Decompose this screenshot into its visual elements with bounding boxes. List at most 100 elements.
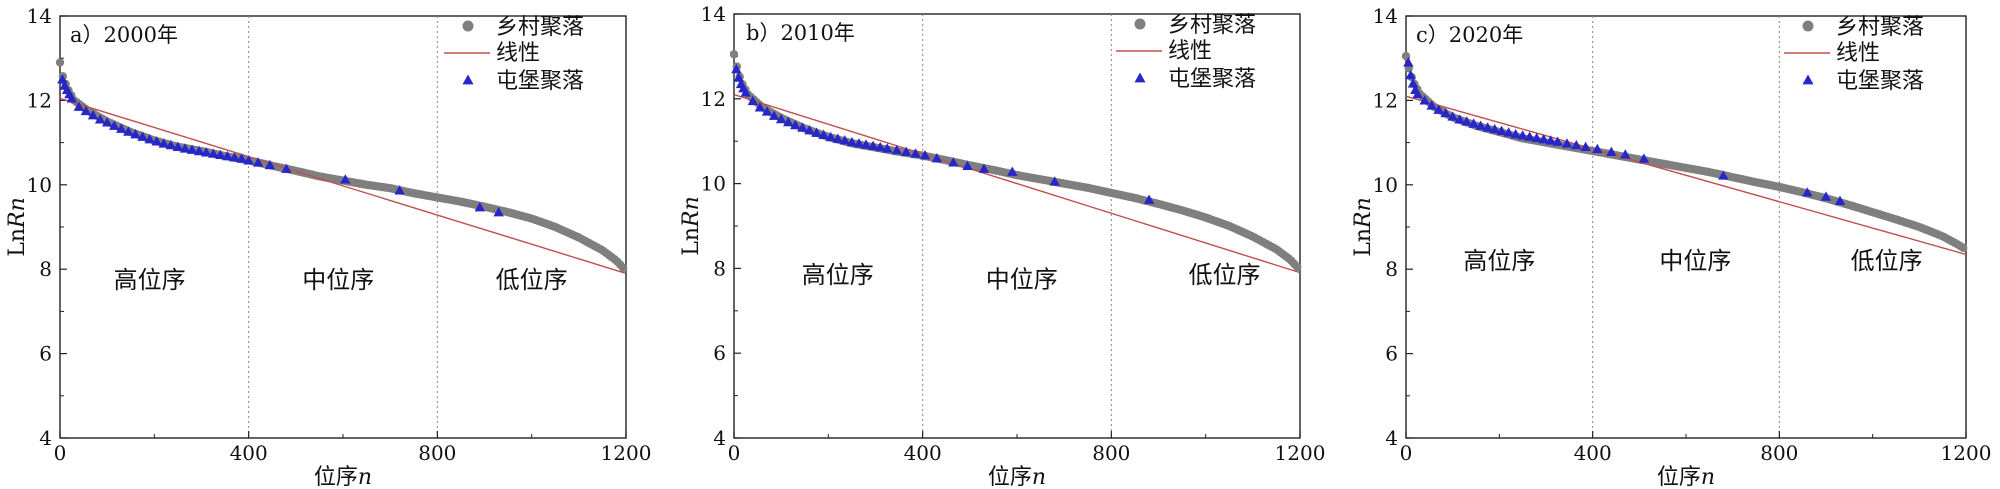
tunbao-point <box>919 149 931 160</box>
region-label: 中位序 <box>302 266 374 294</box>
tunbao-point <box>158 138 169 148</box>
tunbao-point <box>761 106 773 116</box>
x-tick-label: 0 <box>54 441 67 465</box>
tunbao-point <box>775 113 787 124</box>
region-label: 高位序 <box>802 261 874 289</box>
series-tunbao <box>1403 57 1846 205</box>
tunbao-point <box>1552 136 1563 146</box>
legend-label-linear: 线性 <box>1836 41 1880 66</box>
legend-label-linear: 线性 <box>496 41 540 66</box>
tunbao-point <box>1405 69 1416 80</box>
tunbao-point <box>165 139 177 150</box>
tunbao-point <box>493 207 504 217</box>
tunbao-point <box>1447 111 1458 121</box>
tunbao-point <box>1454 114 1465 124</box>
legend-label-village: 乡村聚落 <box>496 15 584 40</box>
tunbao-point <box>1580 141 1591 151</box>
tunbao-point <box>236 153 247 163</box>
tunbao-point <box>1510 128 1521 139</box>
legend-circle-icon <box>462 20 474 32</box>
y-axis-label: LnRn <box>1351 197 1376 257</box>
tunbao-point <box>130 128 141 139</box>
tunbao-point <box>846 136 858 147</box>
tunbao-point <box>252 157 264 167</box>
legend-triangle-icon <box>462 74 474 85</box>
chart-panel-3: 0 400 800 1200 4 6 8 10 12 14 位序n LnRn 高位序 中位序 低位序 c）20… <box>1351 4 1991 489</box>
y-tick-label: 4 <box>713 426 726 450</box>
region-label: 低位序 <box>1189 261 1261 289</box>
tunbao-point <box>80 105 92 116</box>
tunbao-point <box>1143 194 1155 204</box>
tunbao-point <box>1403 57 1414 67</box>
x-tick-label: 800 <box>1760 441 1798 465</box>
region-label: 中位序 <box>1659 247 1731 275</box>
tunbao-point <box>867 140 879 151</box>
x-tick-label: 800 <box>1092 441 1130 465</box>
tunbao-point <box>1482 122 1493 132</box>
tunbao-point <box>1503 127 1514 137</box>
linear-fit-line <box>59 97 627 275</box>
series-tunbao <box>57 74 504 217</box>
tunbao-point <box>818 129 829 139</box>
y-tick-label: 6 <box>39 342 52 366</box>
legend-circle-icon <box>1802 20 1814 32</box>
village-point <box>1959 243 1968 253</box>
tunbao-point <box>804 124 815 135</box>
tunbao-point <box>116 123 127 133</box>
y-axis-label: LnRn <box>679 196 704 256</box>
tunbao-point <box>186 144 198 154</box>
y-tick-label: 12 <box>27 88 52 112</box>
panel-label: a）2000年 <box>70 23 178 47</box>
y-tick-label: 14 <box>1373 4 1398 28</box>
tunbao-point <box>222 150 233 161</box>
y-tick-label: 14 <box>701 2 726 26</box>
linear-fit-line <box>1405 95 1967 256</box>
tunbao-point <box>1606 146 1617 157</box>
tunbao-point <box>172 141 184 151</box>
y-tick-label: 10 <box>27 173 52 197</box>
tunbao-point <box>1524 131 1535 141</box>
y-tick-label: 10 <box>701 172 726 196</box>
x-tick-label: 0 <box>728 441 741 465</box>
tunbao-point <box>1802 187 1813 197</box>
village-point <box>55 58 65 67</box>
y-tick-label: 4 <box>39 426 52 450</box>
x-axis-label: 位序n <box>988 465 1046 489</box>
chart-panel-2: 0 400 800 1200 4 6 8 10 12 14 位序n LnRn 高位序 中位序 低位序 b）20… <box>679 2 1325 489</box>
x-tick-label: 400 <box>904 441 942 465</box>
y-tick-label: 8 <box>39 257 52 281</box>
tunbao-point <box>137 131 148 141</box>
series-tunbao <box>731 63 1155 204</box>
legend-label-tunbao: 屯堡聚落 <box>496 69 584 94</box>
panel-label: c）2020年 <box>1416 23 1523 47</box>
tunbao-point <box>281 163 292 173</box>
x-axis-label: 位序n <box>1657 465 1715 489</box>
tunbao-point <box>193 145 205 156</box>
tunbao-point <box>1419 95 1430 105</box>
tunbao-point <box>1820 191 1832 201</box>
legend-label-village: 乡村聚落 <box>1168 13 1256 38</box>
tunbao-point <box>1496 125 1507 135</box>
tunbao-point <box>948 157 959 167</box>
x-tick-label: 1200 <box>1941 441 1992 465</box>
linear-fit-line <box>733 93 1301 274</box>
x-tick-label: 1200 <box>1275 441 1326 465</box>
y-tick-label: 8 <box>713 256 726 280</box>
tunbao-point <box>73 101 85 111</box>
tunbao-point <box>1834 195 1846 205</box>
legend-triangle-icon <box>1134 72 1146 83</box>
village-point <box>729 50 739 59</box>
y-tick-label: 10 <box>1373 173 1398 197</box>
tunbao-point <box>1538 134 1549 144</box>
tunbao-point <box>208 148 219 158</box>
tunbao-point <box>853 138 865 148</box>
legend-label-tunbao: 屯堡聚落 <box>1836 69 1924 94</box>
tunbao-point <box>1440 107 1451 118</box>
tunbao-point <box>832 133 843 143</box>
tunbao-point <box>264 159 276 170</box>
tunbao-point <box>1412 88 1423 99</box>
tunbao-point <box>747 95 759 106</box>
